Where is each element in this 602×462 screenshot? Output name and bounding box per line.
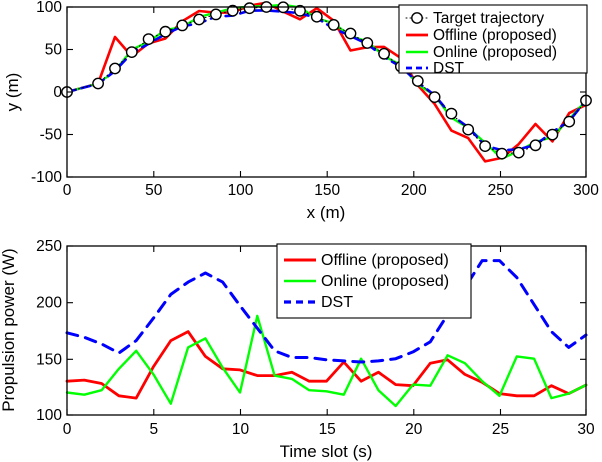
svg-text:Online (proposed): Online (proposed) [321, 273, 449, 290]
svg-text:300: 300 [573, 182, 599, 199]
svg-text:Target trajectory: Target trajectory [433, 10, 544, 27]
svg-text:20: 20 [405, 421, 423, 438]
svg-text:Offline (proposed): Offline (proposed) [433, 27, 557, 44]
svg-text:DST: DST [321, 294, 353, 311]
svg-text:50: 50 [145, 182, 163, 199]
svg-text:10: 10 [232, 421, 250, 438]
svg-text:100: 100 [36, 407, 62, 424]
svg-text:30: 30 [577, 421, 595, 438]
svg-text:0: 0 [63, 421, 72, 438]
svg-text:Online (proposed): Online (proposed) [433, 44, 557, 61]
svg-text:150: 150 [36, 351, 62, 368]
svg-text:100: 100 [228, 182, 254, 199]
svg-text:5: 5 [149, 421, 158, 438]
svg-text:-50: -50 [40, 127, 63, 144]
svg-text:150: 150 [314, 182, 340, 199]
svg-text:250: 250 [36, 238, 62, 255]
svg-text:Offline (proposed): Offline (proposed) [321, 252, 449, 269]
svg-text:Propulsion power (W): Propulsion power (W) [0, 248, 18, 411]
svg-text:250: 250 [488, 182, 514, 199]
svg-text:0: 0 [53, 84, 62, 101]
svg-text:100: 100 [36, 0, 62, 16]
svg-text:DST: DST [433, 60, 465, 77]
svg-text:Time slot (s): Time slot (s) [280, 442, 373, 461]
svg-text:x (m): x (m) [307, 203, 346, 222]
svg-text:200: 200 [36, 295, 62, 312]
svg-text:200: 200 [401, 182, 427, 199]
svg-text:25: 25 [492, 421, 509, 438]
svg-text:50: 50 [45, 42, 63, 59]
svg-text:15: 15 [319, 421, 336, 438]
svg-text:-100: -100 [31, 169, 62, 186]
svg-text:0: 0 [63, 182, 72, 199]
svg-text:y (m): y (m) [3, 73, 22, 112]
